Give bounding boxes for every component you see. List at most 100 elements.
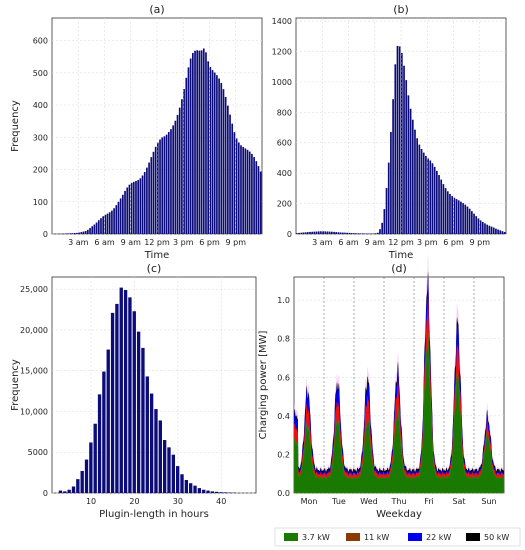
histogram-bar [481,221,484,234]
histogram-bar [163,136,166,234]
histogram-bar [210,491,215,493]
x-tick-label: 3 pm [173,238,194,247]
histogram-bar [363,233,366,234]
histogram-bar [115,205,118,234]
histogram-bar [416,138,418,234]
panel-d: (d) Weekday Charging power [MW] 0.0 0.2 0.4 0.… [258,253,505,520]
histogram-bar [464,204,467,234]
histogram-bar [475,216,478,234]
histogram-bar [84,459,89,493]
histogram-bar [357,233,359,234]
histogram-bar [471,211,473,234]
histogram-bar [124,190,126,234]
histogram-bar [333,231,335,234]
histogram-bar [425,155,427,234]
histogram-bar [331,231,333,234]
y-axis-label: Frequency [10,359,21,411]
histogram-bar [76,479,80,493]
histogram-bar [122,194,124,234]
histogram-bar [106,349,110,493]
histogram-bar [398,46,401,234]
histogram-bar [253,157,255,234]
histogram-bar [460,201,462,234]
x-tick-label: 12 pm [388,238,414,247]
y-tick-label: 300 [33,133,48,142]
x-tick-label: 6 pm [443,238,464,247]
histogram-bar [111,210,113,234]
x-tick-label: 9 pm [225,238,246,247]
legend: 3.7 kW 11 kW 22 kW 50 kW [274,527,521,547]
histogram-bar [462,203,464,234]
histogram-bar [374,233,377,234]
histogram-bar [438,175,440,234]
histogram-bar [473,213,475,234]
histogram-bar [246,149,249,234]
histogram-bar [304,232,307,234]
histogram-bar [477,218,480,234]
histogram-bar [176,466,180,493]
histogram-bar [442,184,445,234]
x-tick-label: 9 am [365,238,386,247]
y-tick-label: 0.2 [277,450,290,459]
histogram-bar [248,151,251,234]
y-tick-label: 1200 [272,47,292,56]
histogram-bar [148,162,150,234]
histogram-bar [420,148,423,234]
x-axis-label: Weekday [376,509,422,520]
histogram-bar [97,394,102,493]
histogram-bar [403,65,405,234]
x-tick-label: Fri [424,497,434,506]
histogram-bar [76,232,78,234]
histogram-bar [189,483,193,493]
y-tick-label: 0 [287,230,292,239]
histogram-bar [350,233,353,234]
histogram-bar [328,231,331,234]
histogram-bar [87,229,89,234]
y-tick-label: 200 [277,200,292,209]
histogram-bar [216,75,218,234]
histogram-bar [339,232,342,234]
y-tick-label: 25,000 [20,285,48,294]
panel-title: (c) [147,262,162,275]
histogram-bar [259,171,262,234]
histogram-bar [187,67,190,234]
x-tick-label: 20 [129,497,139,506]
histogram-bar [196,50,199,235]
histogram-bar [93,423,97,493]
histogram-bar [132,181,135,234]
histogram-bar [149,393,154,493]
histogram-bar [181,99,183,234]
legend-frame [274,527,521,547]
histogram-bar [223,492,228,493]
histogram-bar [300,232,303,234]
x-axis-label: Time [388,250,413,261]
histogram-bar [84,231,87,234]
histogram-bar [150,157,153,234]
histogram-bar [194,50,196,234]
histogram-bar [152,151,155,234]
histogram-bar [69,233,72,234]
histogram-bar [89,228,91,234]
y-tick-label: 20,000 [20,326,48,335]
histogram-bar [211,70,214,235]
histogram-bar [176,114,179,234]
x-axis-label: Plugin-length in hours [99,509,209,520]
histogram-bar [106,213,109,234]
histogram-bar [224,96,227,234]
histogram-bar [205,52,207,235]
histogram-bar [405,80,408,234]
histogram-bar [146,167,148,234]
histogram-bar [198,50,201,234]
histogram-bar [145,376,149,493]
histogram-bar [335,232,338,234]
histogram-bar [309,231,311,234]
histogram-bar [237,142,240,234]
histogram-bar [93,224,96,234]
legend-swatch [346,533,360,541]
histogram-bar [110,312,115,493]
x-tick-label: Sun [481,497,496,506]
histogram-bar [492,227,495,234]
histogram-bar [100,218,102,234]
histogram-bar [411,119,414,234]
